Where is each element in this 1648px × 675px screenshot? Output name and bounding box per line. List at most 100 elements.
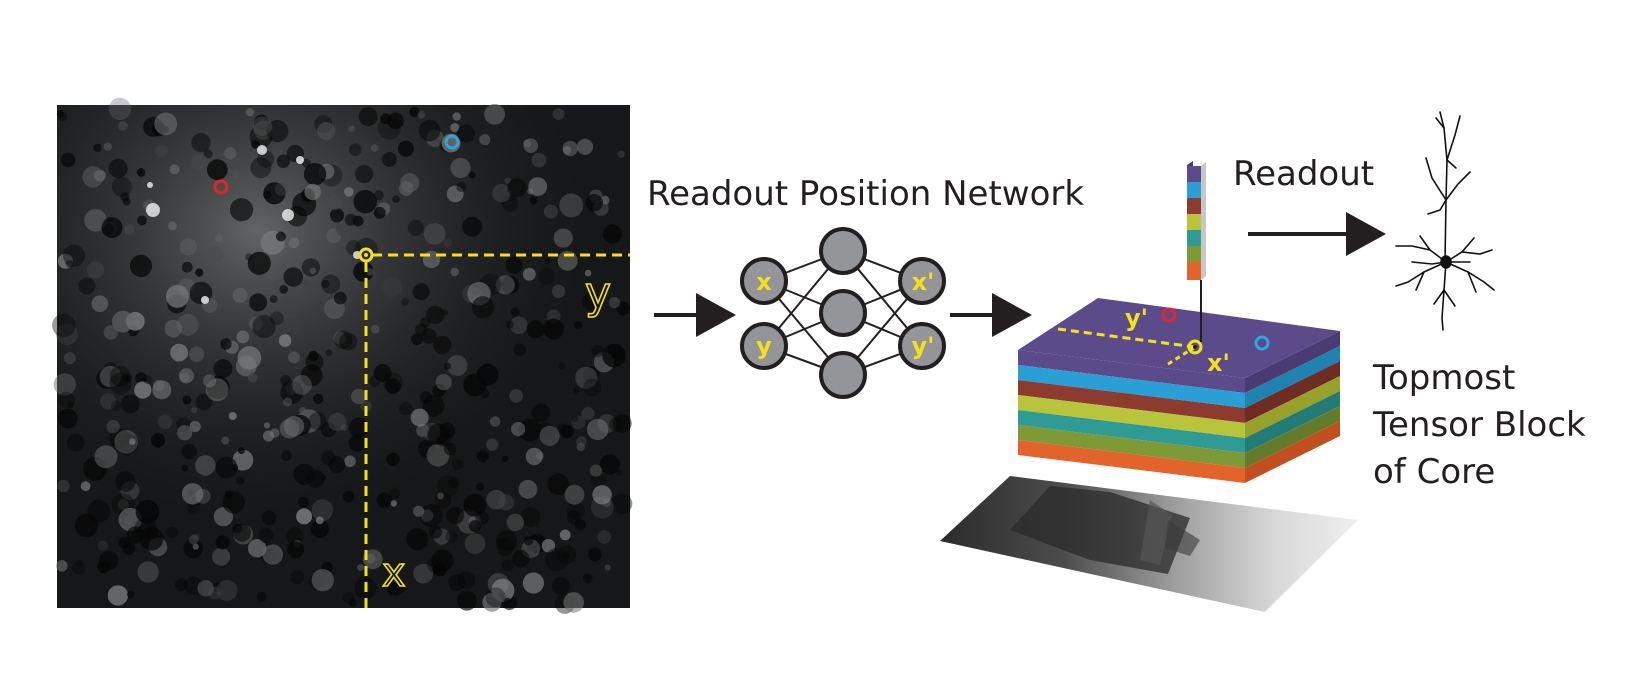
cell-speckle (126, 526, 144, 544)
cell-speckle (543, 318, 565, 340)
cell-speckle (266, 120, 289, 143)
cell-speckle (572, 387, 580, 394)
cell-speckle (86, 261, 105, 279)
cell-speckle (164, 319, 183, 338)
cell-speckle (443, 362, 452, 370)
cell-speckle (256, 591, 267, 602)
cell-speckle (422, 250, 441, 269)
yellow-cell-center (364, 253, 368, 257)
cell-speckle (56, 110, 64, 118)
cell-speckle (206, 246, 224, 263)
cell-speckle (576, 138, 594, 155)
cell-speckle (611, 493, 633, 514)
cell-speckle (582, 366, 600, 383)
cell-speckle (245, 108, 255, 117)
cell-speckle (409, 106, 420, 118)
image-y-label: y (585, 268, 611, 319)
cell-speckle (509, 389, 523, 403)
bright-cell (257, 145, 267, 155)
cell-speckle (157, 414, 173, 430)
cell-speckle (301, 279, 309, 287)
cell-speckle (112, 310, 134, 333)
cell-speckle (111, 400, 122, 412)
cell-speckle (258, 527, 274, 544)
cell-speckle (496, 530, 518, 552)
cell-speckle (121, 394, 140, 414)
bright-cell (296, 156, 304, 164)
cell-speckle (373, 364, 392, 382)
cell-speckle (344, 455, 356, 468)
cell-speckle (510, 307, 520, 317)
cell-speckle (310, 519, 329, 539)
cell-speckle (83, 457, 107, 481)
cell-speckle (357, 564, 365, 571)
tensor-x-guide (1164, 345, 1196, 368)
cell-speckle (321, 279, 330, 288)
cell-speckle (381, 152, 397, 167)
cell-speckle (591, 344, 604, 358)
cell-speckle (247, 251, 271, 275)
cell-speckle (433, 335, 452, 355)
cell-speckle (348, 434, 366, 452)
cell-speckle (501, 275, 520, 294)
cell-speckle (247, 539, 267, 558)
cell-speckle (57, 253, 73, 269)
cell-speckle (552, 108, 565, 120)
cell-speckle (510, 316, 528, 335)
cell-speckle (563, 592, 584, 613)
cell-speckle (592, 485, 612, 505)
cell-speckle (283, 397, 293, 407)
cell-speckle (480, 389, 490, 399)
cell-speckle (446, 355, 468, 376)
cell-speckle (317, 122, 336, 140)
cell-speckle (463, 493, 487, 517)
cell-speckle (562, 146, 572, 155)
cell-speckle (203, 374, 216, 388)
cell-speckle (65, 260, 74, 268)
cell-speckle (448, 476, 460, 489)
cell-speckle (457, 124, 475, 143)
cell-speckle (262, 510, 277, 525)
cell-speckle (348, 598, 357, 607)
cell-speckle (469, 520, 481, 533)
cell-speckle (155, 144, 168, 158)
cell-speckle (525, 447, 543, 466)
cell-speckle (476, 482, 485, 491)
cell-speckle (290, 570, 304, 585)
bright-cell (146, 203, 160, 217)
tensor-y-guide (1057, 327, 1196, 349)
cell-speckle (215, 535, 230, 550)
cell-speckle (309, 267, 317, 275)
cell-speckle (443, 238, 452, 248)
cell-speckle (215, 233, 223, 242)
tensor-block: y' x' (1018, 298, 1340, 483)
cell-speckle (236, 330, 250, 344)
cell-speckle (94, 445, 118, 469)
cell-speckle (385, 378, 401, 395)
cell-speckle (124, 224, 135, 235)
cell-speckle (523, 536, 534, 546)
output-node-x-prime (898, 257, 946, 305)
cell-speckle (97, 540, 108, 551)
cell-speckle (365, 553, 376, 564)
cell-speckle (129, 254, 153, 277)
cell-speckle (62, 244, 86, 267)
cell-speckle (192, 543, 199, 550)
cell-speckle (189, 421, 201, 433)
cell-speckle (100, 393, 117, 410)
cell-speckle (231, 464, 239, 471)
cell-speckle (181, 483, 204, 505)
cell-speckle (446, 506, 465, 525)
cell-speckle (57, 479, 70, 493)
cell-speckle (211, 582, 223, 593)
cell-speckle (188, 534, 199, 545)
cell-speckle (236, 476, 245, 485)
cell-speckle (154, 112, 178, 136)
cell-speckle (413, 505, 425, 517)
blue-cell-marker (444, 134, 460, 150)
cell-speckle (426, 556, 444, 574)
topmost-tensor-block-line-2: Tensor Block (1373, 405, 1586, 445)
cell-speckle (114, 430, 138, 454)
